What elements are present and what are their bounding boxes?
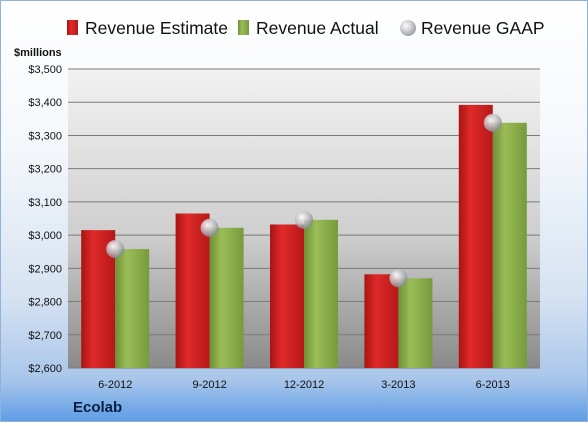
bar-estimate	[364, 274, 399, 368]
marker-gaap	[200, 218, 219, 237]
legend-swatch-gaap	[400, 20, 416, 36]
bar-estimate	[175, 213, 210, 368]
x-tick-label: 6-2012	[98, 379, 132, 391]
y-tick-label: $2,900	[28, 263, 62, 275]
bar-actual	[492, 122, 527, 368]
legend-label-actual: Revenue Actual	[256, 18, 379, 38]
gaap-markers	[106, 113, 502, 288]
legend-swatch-actual	[238, 20, 249, 35]
x-tick-label: 12-2012	[284, 379, 324, 391]
y-tick-label: $3,200	[28, 164, 62, 176]
legend-swatch-estimate	[67, 20, 78, 35]
legend-label-gaap: Revenue GAAP	[421, 18, 545, 38]
company-name: Ecolab	[73, 399, 122, 416]
legend-item-gaap: Revenue GAAP	[400, 18, 545, 38]
y-tick-label: $3,500	[28, 64, 62, 76]
y-tick-label: $2,600	[28, 363, 62, 375]
bar-actual	[398, 278, 433, 368]
bar-estimate	[458, 104, 493, 368]
marker-gaap	[295, 210, 313, 229]
legend-label-estimate: Revenue Estimate	[85, 18, 228, 38]
y-tick-label: $3,100	[28, 197, 62, 209]
bar-estimate	[270, 224, 304, 368]
legend-item-estimate: Revenue Estimate	[67, 18, 228, 38]
y-tick-label: $2,800	[28, 297, 62, 309]
legend: Revenue Estimate Revenue Actual Revenue …	[67, 18, 545, 38]
y-tick-label: $3,300	[28, 130, 62, 142]
bar-actual	[115, 249, 150, 368]
marker-gaap	[106, 240, 125, 259]
y-axis-ticks: $2,600 $2,700 $2,800 $2,900 $3,000 $3,100 $3,2…	[28, 64, 62, 375]
marker-gaap	[389, 269, 408, 288]
x-tick-label: 6-2013	[476, 379, 510, 391]
legend-item-actual: Revenue Actual	[238, 18, 379, 38]
y-tick-label: $2,700	[28, 330, 62, 342]
x-tick-label: 9-2012	[192, 379, 226, 391]
marker-gaap	[483, 113, 502, 132]
y-tick-label: $3,400	[28, 97, 62, 109]
bar-actual	[209, 227, 244, 368]
x-tick-label: 3-2013	[381, 379, 415, 391]
bars	[81, 104, 527, 368]
x-axis-labels: 6-2012 9-2012 12-2012 3-2013 6-2013	[98, 379, 510, 391]
y-axis-unit-label: $millions	[14, 47, 62, 59]
y-tick-label: $3,000	[28, 230, 62, 242]
bar-actual	[304, 219, 338, 368]
